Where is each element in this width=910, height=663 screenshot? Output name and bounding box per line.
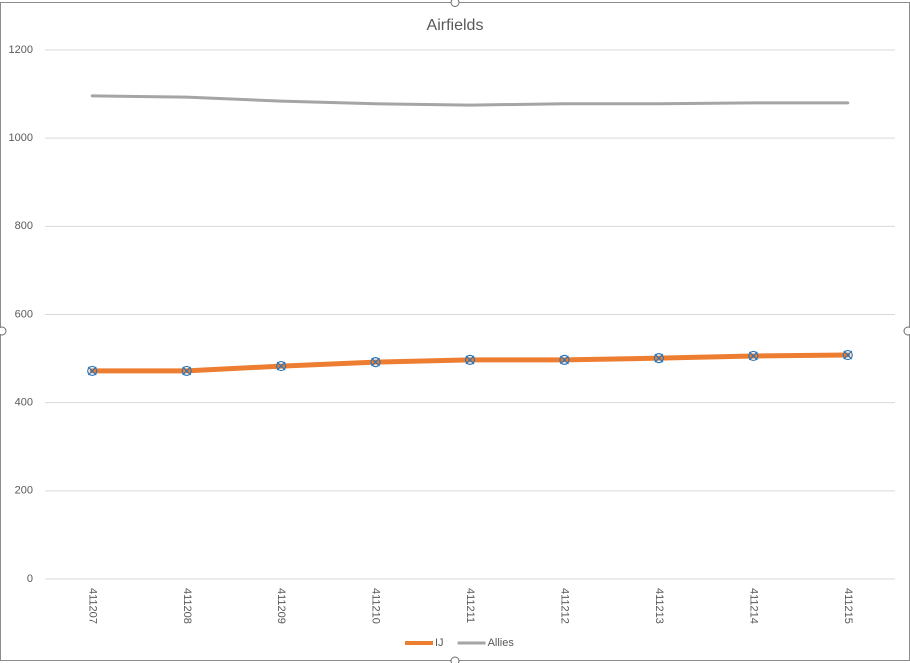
selection-marker <box>748 350 759 362</box>
y-tick-label: 600 <box>15 308 33 320</box>
x-tick-label: 411212 <box>559 588 571 624</box>
x-tick-label: 411209 <box>275 588 287 624</box>
marker-ring <box>464 354 476 366</box>
marker-ring <box>748 350 759 362</box>
x-tick-label: 411207 <box>86 588 98 624</box>
marker-ring <box>181 365 192 377</box>
selection-marker <box>87 365 98 377</box>
selection-marker <box>370 357 381 368</box>
x-tick-label: 411214 <box>747 588 759 624</box>
selection-marker <box>842 349 853 361</box>
x-tick-label: 411215 <box>842 588 854 624</box>
marker-cross <box>465 355 475 365</box>
y-tick-label: 1200 <box>9 44 33 56</box>
resize-handle[interactable] <box>0 326 7 336</box>
x-tick-label: 411211 <box>464 588 476 623</box>
chart-title: Airfields <box>427 17 484 34</box>
marker-ring <box>370 357 381 368</box>
legend-label: Allies <box>488 637 515 649</box>
selection-marker <box>559 354 570 366</box>
marker-ring <box>559 354 570 366</box>
legend: IJ Allies <box>405 637 514 649</box>
y-tick-label: 0 <box>27 573 33 585</box>
x-tick-label: 411213 <box>653 588 665 624</box>
y-tick-label: 200 <box>15 485 33 497</box>
series-line <box>90 94 850 107</box>
resize-handle[interactable] <box>903 326 910 336</box>
selection-marker <box>276 360 287 372</box>
legend-label: IJ <box>435 637 444 649</box>
selection-marker <box>653 353 664 364</box>
x-tick-label: 411208 <box>181 588 193 624</box>
resize-handle[interactable] <box>450 0 460 7</box>
marker-cross <box>843 350 853 360</box>
selection-marker <box>181 365 192 377</box>
marker-ring <box>842 349 853 361</box>
y-tick-label: 1000 <box>9 132 33 144</box>
plot-area <box>87 94 853 377</box>
marker-cross <box>87 366 97 376</box>
marker-cross <box>654 353 664 363</box>
marker-cross <box>182 366 192 376</box>
marker-cross <box>560 355 569 365</box>
marker-cross <box>276 361 286 371</box>
marker-ring <box>87 365 98 377</box>
marker-ring <box>276 360 287 372</box>
selection-marker <box>464 354 476 366</box>
grid: 0 200 400 600 800 1000 1200 411207 411208 411209 4… <box>9 44 895 624</box>
y-tick-label: 800 <box>15 220 33 232</box>
marker-cross <box>371 357 380 367</box>
x-tick-label: 411210 <box>370 588 382 624</box>
resize-handle[interactable] <box>450 656 460 663</box>
y-tick-label: 400 <box>15 397 33 409</box>
marker-cross <box>748 351 758 361</box>
marker-ring <box>653 353 664 364</box>
